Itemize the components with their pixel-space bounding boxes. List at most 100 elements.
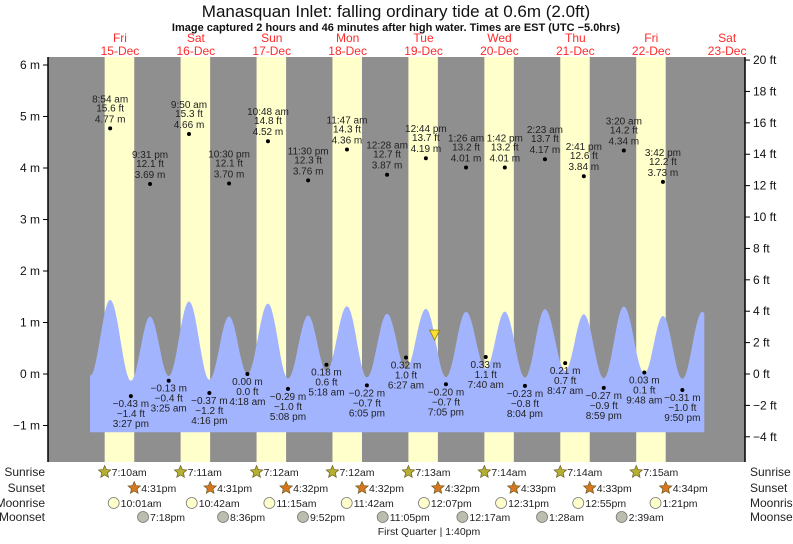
tide-ft: −0.8 ft <box>511 399 539 410</box>
left-tick-label: 4 m <box>20 161 40 175</box>
moonset-icon <box>137 511 149 523</box>
right-tick-label: 6 ft <box>753 273 770 287</box>
tide-point <box>207 391 212 396</box>
moonrise-icon <box>340 497 353 509</box>
sunset-icon <box>430 480 445 495</box>
tide-point <box>563 361 568 366</box>
moonset-row-label: Moonset <box>0 510 46 524</box>
day-label-dow: Tue <box>413 31 434 45</box>
tide-m: 3.84 m <box>569 162 600 173</box>
tide-ft: 12.1 ft <box>136 159 164 170</box>
tide-ft: 0.1 ft <box>633 385 655 396</box>
tide-time: 2:41 pm <box>566 142 602 153</box>
tide-area <box>90 299 705 433</box>
low-tide-label: 0.00 m0.0 ft4:18 am <box>229 372 265 408</box>
tide-time: 7:05 pm <box>428 407 464 418</box>
tide-point <box>423 156 428 161</box>
sunrise-time: 7:12am <box>339 467 374 479</box>
tide-time: 8:47 am <box>547 386 583 397</box>
tide-time: 8:59 pm <box>586 411 622 422</box>
tide-time: 6:05 pm <box>349 408 385 419</box>
low-tide-label: −0.27 m−0.9 ft8:59 pm <box>586 385 622 422</box>
low-tide-label: −0.37 m−1.2 ft4:16 pm <box>191 391 228 427</box>
tide-ft: 12.3 ft <box>294 155 322 166</box>
tide-ft: −0.7 ft <box>432 397 460 408</box>
tide-ft: 14.2 ft <box>610 125 638 136</box>
tide-point <box>285 386 290 391</box>
left-tick-label: 0 m <box>20 367 40 381</box>
moonset-icon <box>536 511 548 523</box>
tide-point <box>364 383 369 388</box>
moonrise-time: 10:42am <box>199 498 240 510</box>
tide-time: 3:42 pm <box>645 148 681 159</box>
axes: 6 m 5 m 4 m 3 m 2 m 1 m 0 m −1 m 20 ft 18 ft 16 ft… <box>13 53 777 462</box>
tide-m: −0.31 m <box>664 393 700 404</box>
tide-point <box>443 382 448 387</box>
tide-time: 6:27 am <box>388 381 424 392</box>
tide-ft: 0.7 ft <box>554 376 576 387</box>
moonset-icon <box>456 511 469 523</box>
low-tide-label: −0.22 m−0.7 ft6:05 pm <box>349 383 385 419</box>
tide-m: 3.87 m <box>372 161 403 172</box>
tide-m: 0.00 m <box>232 377 263 388</box>
tide-ft: 15.3 ft <box>175 109 203 120</box>
tide-time: 11:47 am <box>326 115 367 126</box>
sunrise-time: 7:14am <box>567 467 602 479</box>
low-tide-label: −0.23 m−0.8 ft8:04 pm <box>507 383 543 420</box>
tide-ft: 15.6 ft <box>96 103 124 114</box>
tide-m: 4.52 m <box>253 127 284 138</box>
low-tide-label: 0.21 m0.7 ft8:47 am <box>547 361 583 397</box>
tide-time: 8:54 am <box>92 94 128 105</box>
day-labels: Fri15-DecSat16-DecSun17-DecMon18-DecTue1… <box>101 31 747 58</box>
day-label-date: 20-Dec <box>480 44 519 58</box>
tide-point <box>621 148 626 153</box>
moonset-icon <box>297 511 309 523</box>
moonrise-row-label-right: Moonrise <box>750 496 793 510</box>
tide-time: 11:30 pm <box>288 146 329 157</box>
sunrise-time: 7:15am <box>643 467 678 479</box>
day-label-date: 17-Dec <box>252 44 291 58</box>
moonrise-time: 12:07pm <box>431 498 472 510</box>
sunrise-time: 7:14am <box>491 467 526 479</box>
tide-time: 7:40 am <box>468 380 504 391</box>
sunset-time: 4:32pm <box>369 483 404 495</box>
sun-moon-rows: Sunrise Sunrise 7:10am 7:11am 7:12am 7:12am 7:… <box>0 464 793 524</box>
tide-point <box>542 157 547 162</box>
sunset-icon <box>354 480 370 495</box>
moonset-time: 8:36pm <box>230 512 265 524</box>
left-tick-label: 6 m <box>20 58 40 72</box>
left-tick-label: 2 m <box>20 264 40 278</box>
day-label-date: 16-Dec <box>177 44 216 58</box>
tide-ft: 12.6 ft <box>570 151 598 162</box>
moonrise-icon <box>263 497 276 509</box>
tide-point <box>306 178 311 183</box>
tide-time: 3:25 am <box>151 404 187 415</box>
sunrise-icon <box>325 464 340 479</box>
moonset-icon <box>615 511 628 523</box>
tide-time: 1:26 am <box>448 133 484 144</box>
day-label-dow: Sun <box>261 31 282 45</box>
sunset-icon <box>506 480 521 495</box>
tide-ft: 12.1 ft <box>215 158 243 169</box>
tide-m: 0.21 m <box>550 366 581 377</box>
moonrise-icon <box>185 497 198 509</box>
moonset-row-label-right: Moonset <box>750 510 793 524</box>
sunrise-time: 7:11am <box>188 467 222 479</box>
sunrise-icon <box>401 464 416 479</box>
tide-time: 3:27 pm <box>113 419 149 430</box>
tide-point <box>265 139 270 144</box>
right-tick-label: 20 ft <box>753 53 777 67</box>
tide-time: 9:50 am <box>171 100 207 111</box>
tide-m: 4.01 m <box>490 153 521 164</box>
sunrise-icon <box>97 464 112 479</box>
tide-m: −0.29 m <box>270 392 306 403</box>
moonset-icon <box>376 511 389 523</box>
tide-time: 5:08 pm <box>270 412 306 423</box>
tide-time: 5:18 am <box>308 388 344 399</box>
sunset-icon <box>127 480 142 495</box>
